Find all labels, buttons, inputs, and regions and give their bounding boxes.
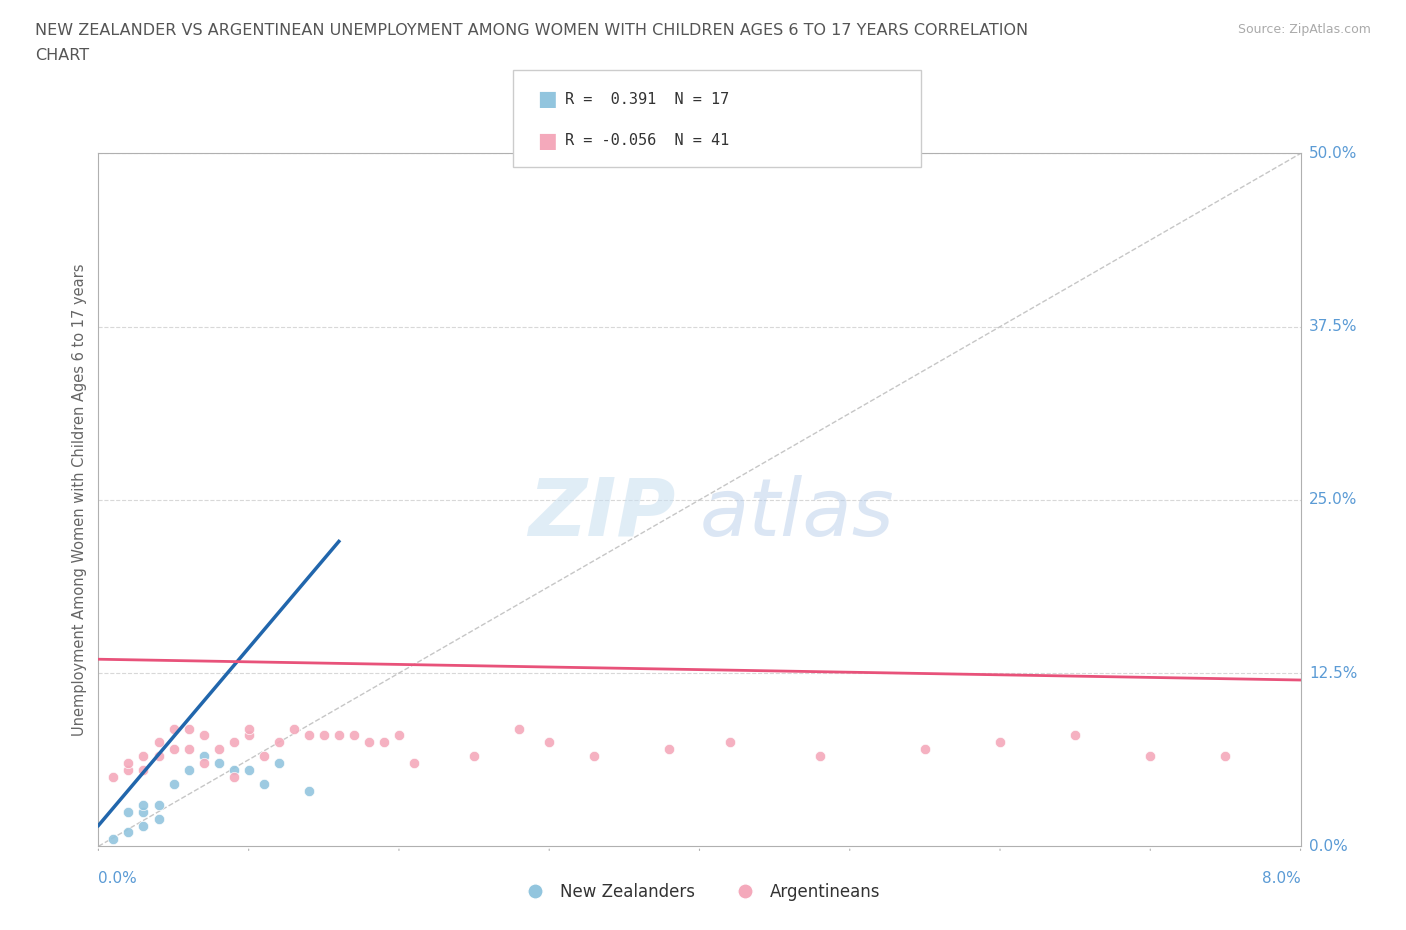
Point (117, 763, 139, 777)
Point (1139, 749, 1161, 764)
Point (373, 735, 395, 750)
Point (162, 777, 184, 791)
Point (208, 742, 231, 757)
Point (148, 811, 170, 826)
Text: 12.5%: 12.5% (1309, 666, 1357, 681)
Text: 37.5%: 37.5% (1309, 319, 1357, 334)
Point (193, 749, 215, 764)
Point (148, 749, 170, 764)
Point (103, 832, 125, 847)
Point (508, 721, 530, 736)
Point (222, 763, 245, 777)
Point (132, 818, 155, 833)
Point (267, 735, 290, 750)
Text: 0.0%: 0.0% (1309, 839, 1347, 854)
Point (658, 742, 681, 757)
Point (538, 735, 561, 750)
Point (117, 825, 139, 840)
Point (388, 728, 411, 743)
Point (117, 756, 139, 771)
Point (914, 742, 936, 757)
Text: R = -0.056  N = 41: R = -0.056 N = 41 (565, 133, 730, 148)
Point (193, 756, 215, 771)
Point (283, 721, 305, 736)
Point (357, 735, 380, 750)
Text: NEW ZEALANDER VS ARGENTINEAN UNEMPLOYMENT AMONG WOMEN WITH CHILDREN AGES 6 TO 17: NEW ZEALANDER VS ARGENTINEAN UNEMPLOYMEN… (35, 23, 1028, 38)
Point (193, 728, 215, 743)
Point (148, 735, 170, 750)
Point (103, 770, 125, 785)
Point (117, 804, 139, 819)
Point (1215, 749, 1237, 764)
Point (988, 735, 1011, 750)
Point (132, 763, 155, 777)
Point (162, 742, 184, 757)
Point (312, 728, 335, 743)
Point (808, 749, 831, 764)
Point (718, 735, 741, 750)
Point (208, 756, 231, 771)
Point (253, 777, 276, 791)
Point (238, 763, 260, 777)
Point (132, 797, 155, 812)
Point (583, 749, 606, 764)
Text: R =  0.391  N = 17: R = 0.391 N = 17 (565, 92, 730, 107)
Y-axis label: Unemployment Among Women with Children Ages 6 to 17 years: Unemployment Among Women with Children A… (72, 263, 87, 737)
Point (177, 721, 200, 736)
Text: ■: ■ (537, 89, 557, 109)
Point (253, 749, 276, 764)
Point (328, 728, 350, 743)
Text: ZIP: ZIP (529, 474, 675, 552)
Text: 25.0%: 25.0% (1309, 492, 1357, 508)
Point (463, 749, 485, 764)
Text: atlas: atlas (699, 474, 894, 552)
Point (267, 756, 290, 771)
Text: CHART: CHART (35, 48, 89, 63)
Point (343, 728, 366, 743)
Legend: New Zealanders, Argentineans: New Zealanders, Argentineans (512, 876, 887, 908)
Point (238, 728, 260, 743)
Point (132, 804, 155, 819)
Text: 0.0%: 0.0% (98, 871, 138, 886)
Text: 8.0%: 8.0% (1261, 871, 1301, 886)
Point (1064, 728, 1087, 743)
Point (222, 735, 245, 750)
Point (298, 728, 321, 743)
Point (238, 721, 260, 736)
Point (298, 783, 321, 798)
Point (402, 756, 425, 771)
Point (148, 797, 170, 812)
Point (162, 721, 184, 736)
Point (177, 763, 200, 777)
Text: 50.0%: 50.0% (1309, 146, 1357, 161)
Point (132, 749, 155, 764)
Text: ■: ■ (537, 130, 557, 151)
Point (222, 770, 245, 785)
Text: Source: ZipAtlas.com: Source: ZipAtlas.com (1237, 23, 1371, 36)
Point (177, 742, 200, 757)
